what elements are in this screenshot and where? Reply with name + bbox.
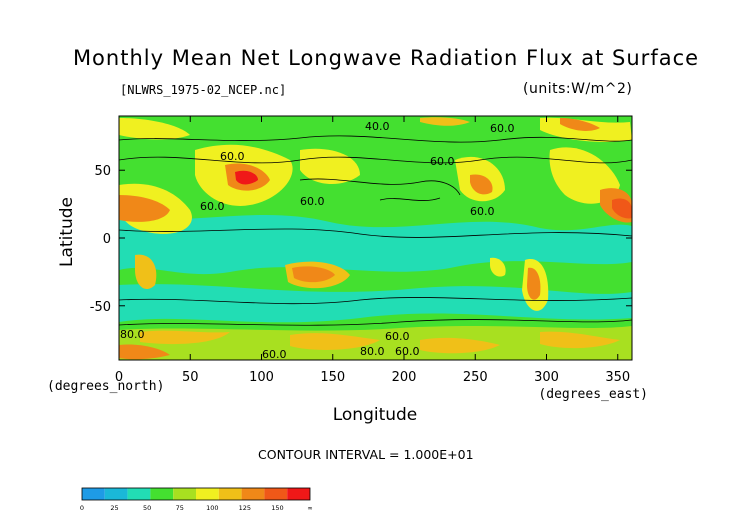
colorbar-tick-label: 50 <box>143 504 151 512</box>
field-patch-10 <box>612 198 632 219</box>
field-patch-17 <box>135 254 157 290</box>
x-tick-label: 250 <box>463 370 488 385</box>
field-southern-band <box>119 284 632 323</box>
field-patch-20 <box>490 257 506 277</box>
contour-label: 40.0 <box>365 120 390 133</box>
colorbar-swatch <box>287 488 310 500</box>
contour-interval-label: CONTOUR INTERVAL = 1.000E+01 <box>258 447 474 462</box>
contour-line-0 <box>119 156 632 164</box>
contour-line-3 <box>119 297 632 305</box>
field-patch-11 <box>119 118 190 140</box>
field-patch-4 <box>235 170 258 185</box>
y-tick-label: -50 <box>90 300 111 315</box>
colorbar-tick-label: 125 <box>239 504 251 512</box>
field-patch-1 <box>119 195 170 222</box>
contour-line-1 <box>119 135 632 143</box>
field-patch-22 <box>140 330 230 345</box>
contour-label: 60.0 <box>385 330 410 343</box>
contour-line-6 <box>379 197 441 201</box>
field-patch-21 <box>119 326 632 360</box>
y-axis-label: Latitude <box>57 197 77 267</box>
colorbar-swatch <box>241 488 265 500</box>
contour-label: 60.0 <box>470 205 495 218</box>
colorbar-tick-label: 150 <box>271 504 283 512</box>
contour-line-2 <box>119 228 632 238</box>
field-patch-16 <box>292 266 335 283</box>
contour-label: 60.0 <box>200 200 225 213</box>
colorbar-swatch <box>264 488 288 500</box>
y-tick-label: 50 <box>94 164 111 179</box>
x-tick-label: 150 <box>320 370 345 385</box>
contour-label: 80.0 <box>120 328 145 341</box>
colorbar-tick-label: 75 <box>176 504 184 512</box>
colorbar-swatch <box>104 488 128 500</box>
source-file-label: [NLWRS_1975-02_NCEP.nc] <box>120 83 287 97</box>
units-label: (units:W/m^2) <box>523 81 633 97</box>
contour-label: 80.0 <box>360 345 385 358</box>
heatmap-field: 40.0 60.060.0 60.060.060.0 60.060.060.080.0… <box>119 116 632 361</box>
colorbar: 0 25 50 75 100 125 150 ∞ <box>80 487 313 512</box>
colorbar-swatch <box>196 488 219 500</box>
colorbar-swatch <box>173 488 196 500</box>
x-tick-label: 300 <box>534 370 559 385</box>
chart-title: Monthly Mean Net Longwave Radiation Flux… <box>72 46 700 70</box>
contour-label: 60.0 <box>262 348 287 361</box>
colorbar-swatch <box>127 488 151 500</box>
y-unit-label: (degrees_north) <box>47 379 164 394</box>
field-patch-24 <box>420 337 500 354</box>
field-patch-26 <box>119 344 170 360</box>
colorbar-swatch <box>150 488 174 500</box>
x-tick-label: 200 <box>392 370 417 385</box>
field-patch-19 <box>527 267 541 300</box>
colorbar-tick-label: ∞ <box>307 504 312 512</box>
x-tick-label: 100 <box>249 370 274 385</box>
field-patch-14 <box>560 118 600 131</box>
contour-label: 60.0 <box>430 155 455 168</box>
contour-line-4 <box>119 319 632 326</box>
x-tick-label: 0 <box>115 370 123 385</box>
y-tick-label: 0 <box>103 232 111 247</box>
colorbar-swatch <box>218 488 242 500</box>
field-patch-23 <box>290 333 380 350</box>
field-patch-13 <box>420 117 470 126</box>
contour-line-5 <box>299 178 461 196</box>
field-patch-25 <box>540 331 620 349</box>
axis-ticks: 0 50 100 150 200 250 300 350 50 0 -50 Longitude Lati… <box>47 116 648 425</box>
contour-label: 60.0 <box>300 195 325 208</box>
colorbar-tick-label: 100 <box>206 504 218 512</box>
colorbar-swatch <box>82 488 105 500</box>
x-tick-label: 50 <box>182 370 199 385</box>
colorbar-tick-label: 25 <box>110 504 118 512</box>
contour-label: 60.0 <box>395 345 420 358</box>
x-axis-label: Longitude <box>333 405 418 425</box>
contour-label: 60.0 <box>490 122 515 135</box>
field-patch-7 <box>470 174 493 195</box>
contour-label: 60.0 <box>220 150 245 163</box>
colorbar-border <box>81 487 311 501</box>
colorbar-tick-label: 0 <box>80 504 84 512</box>
x-tick-label: 350 <box>605 370 630 385</box>
x-unit-label: (degrees_east) <box>538 387 648 402</box>
